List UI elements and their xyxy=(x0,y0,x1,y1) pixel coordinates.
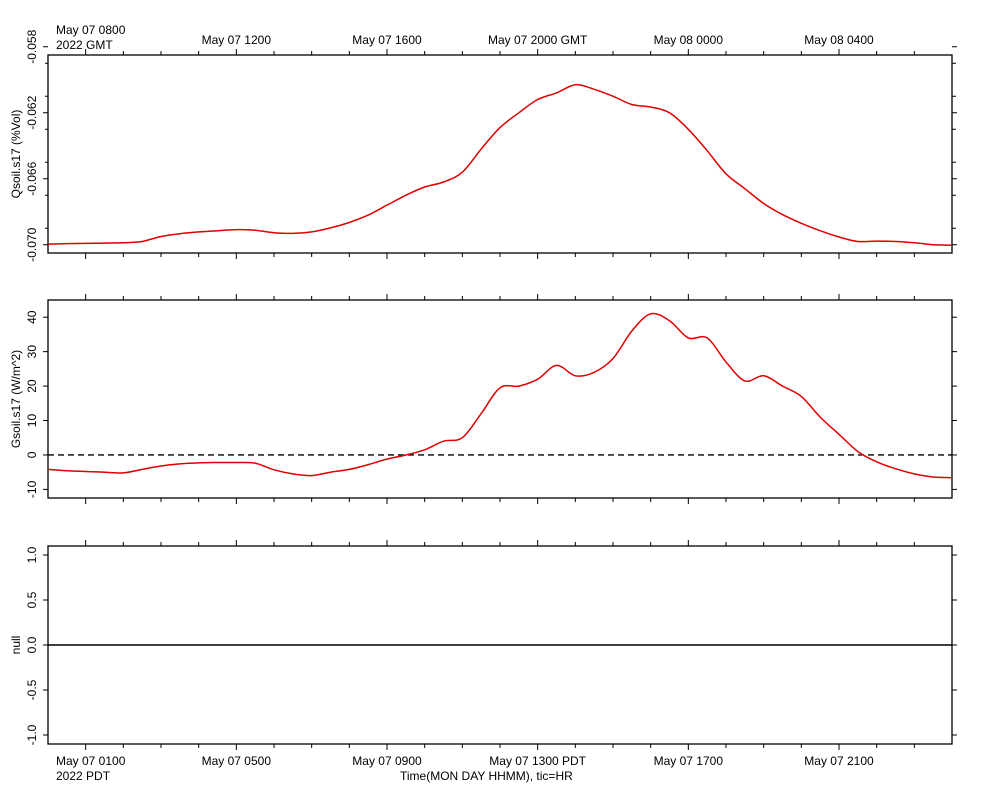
bottom-axis-tick-label: May 07 0900 xyxy=(352,754,422,768)
null-panel: 1.0 0.5 0.0 -0.5 -1.0 null xyxy=(9,540,957,750)
bottom-axis-tick-label: May 07 2100 xyxy=(804,754,874,768)
x-axis-title: Time(MON DAY HHMM), tic=HR xyxy=(400,769,573,783)
qsoil-panel: -0.058 -0.062 -0.066 -0.070 Qsoil.s17 (%Vol) xyxy=(9,29,957,262)
y-tick-label: -0.5 xyxy=(25,679,39,700)
series-line xyxy=(47,83,953,246)
top-axis-tick-label: May 07 1600 xyxy=(352,33,422,47)
bottom-axis-tick-label: May 07 1300 PDT xyxy=(489,754,586,768)
y-tick-label: -0.058 xyxy=(25,29,39,63)
y-axis-label: Gsoil.s17 (W/m^2) xyxy=(9,350,23,448)
bottom-axis-tick-label: May 07 1700 xyxy=(654,754,724,768)
y-tick-label: 1.0 xyxy=(25,546,39,563)
gmt-first-tick-label: May 07 0800 xyxy=(56,23,126,37)
top-axis-tick-label: May 08 0000 xyxy=(654,33,724,47)
plot-frame xyxy=(47,299,953,499)
y-tick-label: 30 xyxy=(25,345,39,359)
series-line xyxy=(47,312,953,479)
plot-frame xyxy=(47,54,953,254)
y-tick-label: -0.062 xyxy=(25,95,39,129)
y-tick-label: 0.0 xyxy=(25,636,39,653)
pdt-year-label: 2022 PDT xyxy=(56,769,111,783)
y-tick-label: -1.0 xyxy=(25,724,39,745)
y-axis-label: Qsoil.s17 (%Vol) xyxy=(9,110,23,199)
y-tick-label: -10 xyxy=(25,480,39,498)
y-tick-label: -0.066 xyxy=(25,161,39,195)
y-tick-label: 10 xyxy=(25,414,39,428)
top-axis-labels: May 07 1200 May 07 1600 May 07 2000 GMT May… xyxy=(202,33,874,47)
y-tick-label: 20 xyxy=(25,379,39,393)
top-axis-tick-label: May 08 0400 xyxy=(804,33,874,47)
y-axis-label: null xyxy=(9,636,23,655)
y-tick-label: -0.070 xyxy=(25,227,39,261)
bottom-axis-tick-label: May 07 0500 xyxy=(202,754,272,768)
top-axis-tick-label: May 07 2000 GMT xyxy=(488,33,588,47)
pdt-first-tick-label: May 07 0100 xyxy=(56,754,126,768)
gsoil-panel: 40 30 20 10 0 -10 Gsoil.s17 (W/m^2) xyxy=(9,294,957,504)
y-tick-label: 0 xyxy=(25,451,39,458)
y-tick-label: 0.5 xyxy=(25,591,39,608)
y-tick-label: 40 xyxy=(25,310,39,324)
top-axis-tick-label: May 07 1200 xyxy=(202,33,272,47)
bottom-axis-labels: May 07 0500 May 07 0900 May 07 1300 PDT May… xyxy=(202,754,874,768)
gmt-year-label: 2022 GMT xyxy=(56,38,113,52)
